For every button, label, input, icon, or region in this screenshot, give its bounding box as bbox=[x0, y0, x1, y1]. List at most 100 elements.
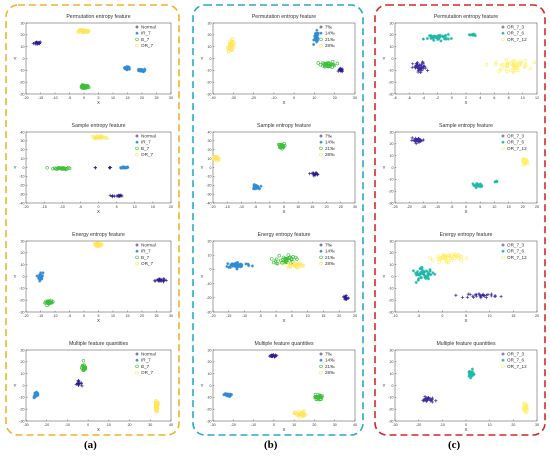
data-point bbox=[327, 64, 331, 68]
x-tick-label: 10 bbox=[488, 314, 492, 318]
data-point bbox=[312, 171, 316, 175]
data-point bbox=[454, 293, 458, 297]
data-point bbox=[244, 262, 248, 266]
data-point bbox=[426, 277, 431, 281]
legend-entry: 28‰ bbox=[325, 370, 335, 375]
x-tick-label: -5 bbox=[68, 96, 71, 100]
data-point bbox=[425, 269, 429, 273]
x-tick-label: 5 bbox=[116, 205, 118, 209]
x-tick-label: 0 bbox=[269, 205, 271, 209]
y-tick-label: 10 bbox=[390, 263, 394, 267]
x-axis-label: X bbox=[283, 209, 286, 214]
y-tick-label: 20 bbox=[21, 360, 25, 364]
data-point bbox=[100, 135, 105, 139]
legend-entry: IR_7 bbox=[141, 31, 151, 36]
legend-marker bbox=[501, 140, 505, 144]
x-tick-label: 30 bbox=[169, 314, 173, 318]
y-tick-label: 10 bbox=[390, 372, 394, 376]
legend-entry: 21‰ bbox=[325, 146, 335, 151]
data-point bbox=[419, 275, 423, 280]
data-point bbox=[421, 37, 425, 41]
data-point bbox=[414, 142, 418, 146]
y-tick-label: -30 bbox=[388, 201, 393, 205]
data-point bbox=[273, 354, 277, 359]
data-point bbox=[456, 253, 460, 257]
data-point bbox=[523, 59, 527, 63]
y-tick-label: 10 bbox=[390, 154, 394, 158]
data-point bbox=[308, 172, 312, 176]
data-point bbox=[505, 64, 509, 68]
y-tick-label: 10 bbox=[21, 157, 25, 161]
x-tick-label: 10 bbox=[107, 423, 111, 427]
legend-marker bbox=[501, 31, 505, 35]
data-point bbox=[444, 33, 448, 37]
chart-a-4: Multiple feature quantities -30 -20 -10 0 10 2… bbox=[14, 341, 173, 432]
data-point bbox=[410, 136, 414, 140]
legend-marker bbox=[135, 249, 139, 253]
y-axis-label: Y bbox=[201, 56, 204, 61]
x-tick-label: -5 bbox=[259, 314, 262, 318]
x-tick-label: -20 bbox=[231, 423, 236, 427]
y-tick-label: -20 bbox=[206, 80, 211, 84]
x-axis-label: X bbox=[465, 100, 468, 105]
data-point bbox=[494, 179, 499, 183]
y-tick-label: -30 bbox=[206, 92, 211, 96]
x-tick-label: 15 bbox=[511, 314, 515, 318]
data-point bbox=[416, 273, 420, 277]
legend-entry: B_7 bbox=[141, 255, 150, 260]
legend-entry: Normal bbox=[141, 352, 156, 357]
legend-marker bbox=[501, 37, 505, 42]
x-tick-label: 15 bbox=[310, 205, 314, 209]
y-tick-label: -40 bbox=[206, 201, 211, 205]
y-tick-label: 20 bbox=[21, 148, 25, 152]
y-tick-label: -20 bbox=[388, 407, 393, 411]
data-point bbox=[505, 62, 509, 67]
y-tick-label: -30 bbox=[206, 419, 211, 423]
data-point bbox=[230, 262, 234, 266]
data-point bbox=[453, 257, 457, 261]
data-point bbox=[511, 59, 515, 63]
chart-c-1: Permutation entropy feature-8 -6 -4 -2 0 2 4 6 8… bbox=[383, 14, 539, 105]
y-tick-label: 30 bbox=[21, 239, 25, 243]
x-tick-label: 10 bbox=[488, 423, 492, 427]
data-point bbox=[419, 270, 423, 275]
panel-label-c: (c) bbox=[448, 439, 461, 451]
data-point bbox=[493, 62, 498, 67]
data-point bbox=[427, 397, 431, 401]
data-point bbox=[230, 40, 234, 45]
legend-entry: B_7 bbox=[141, 364, 150, 369]
data-point bbox=[157, 278, 161, 282]
x-tick-label: 20 bbox=[325, 205, 329, 209]
data-point bbox=[299, 410, 304, 415]
data-point bbox=[236, 260, 240, 265]
data-point bbox=[230, 44, 234, 49]
y-tick-label: -10 bbox=[206, 396, 211, 400]
legend-entry: OR_7_6 bbox=[507, 358, 525, 363]
data-point bbox=[81, 367, 86, 371]
x-tick-label: 30 bbox=[148, 423, 152, 427]
chart-title: Energy entropy feature bbox=[72, 232, 125, 238]
panel-label-b: (b) bbox=[264, 439, 278, 451]
data-point bbox=[286, 262, 291, 266]
data-point bbox=[493, 294, 497, 298]
x-tick-label: 25 bbox=[339, 205, 343, 209]
y-tick-label: 20 bbox=[208, 148, 212, 152]
y-axis-label: Y bbox=[14, 165, 17, 170]
x-tick-label: 5 bbox=[479, 205, 481, 209]
data-point bbox=[108, 193, 112, 197]
x-tick-label: 20 bbox=[140, 96, 144, 100]
x-tick-label: 30 bbox=[353, 96, 357, 100]
data-point bbox=[428, 268, 432, 272]
x-tick-label: 5 bbox=[465, 314, 467, 318]
data-point bbox=[453, 253, 457, 258]
data-point bbox=[315, 28, 319, 32]
data-point bbox=[474, 186, 478, 190]
x-tick-label: -15 bbox=[225, 205, 230, 209]
y-tick-label: 10 bbox=[21, 263, 25, 267]
data-point bbox=[521, 159, 525, 163]
data-point bbox=[486, 292, 490, 297]
data-point bbox=[331, 59, 335, 64]
data-point bbox=[315, 395, 319, 399]
data-point bbox=[281, 255, 286, 260]
x-tick-label: -30 bbox=[23, 423, 28, 427]
